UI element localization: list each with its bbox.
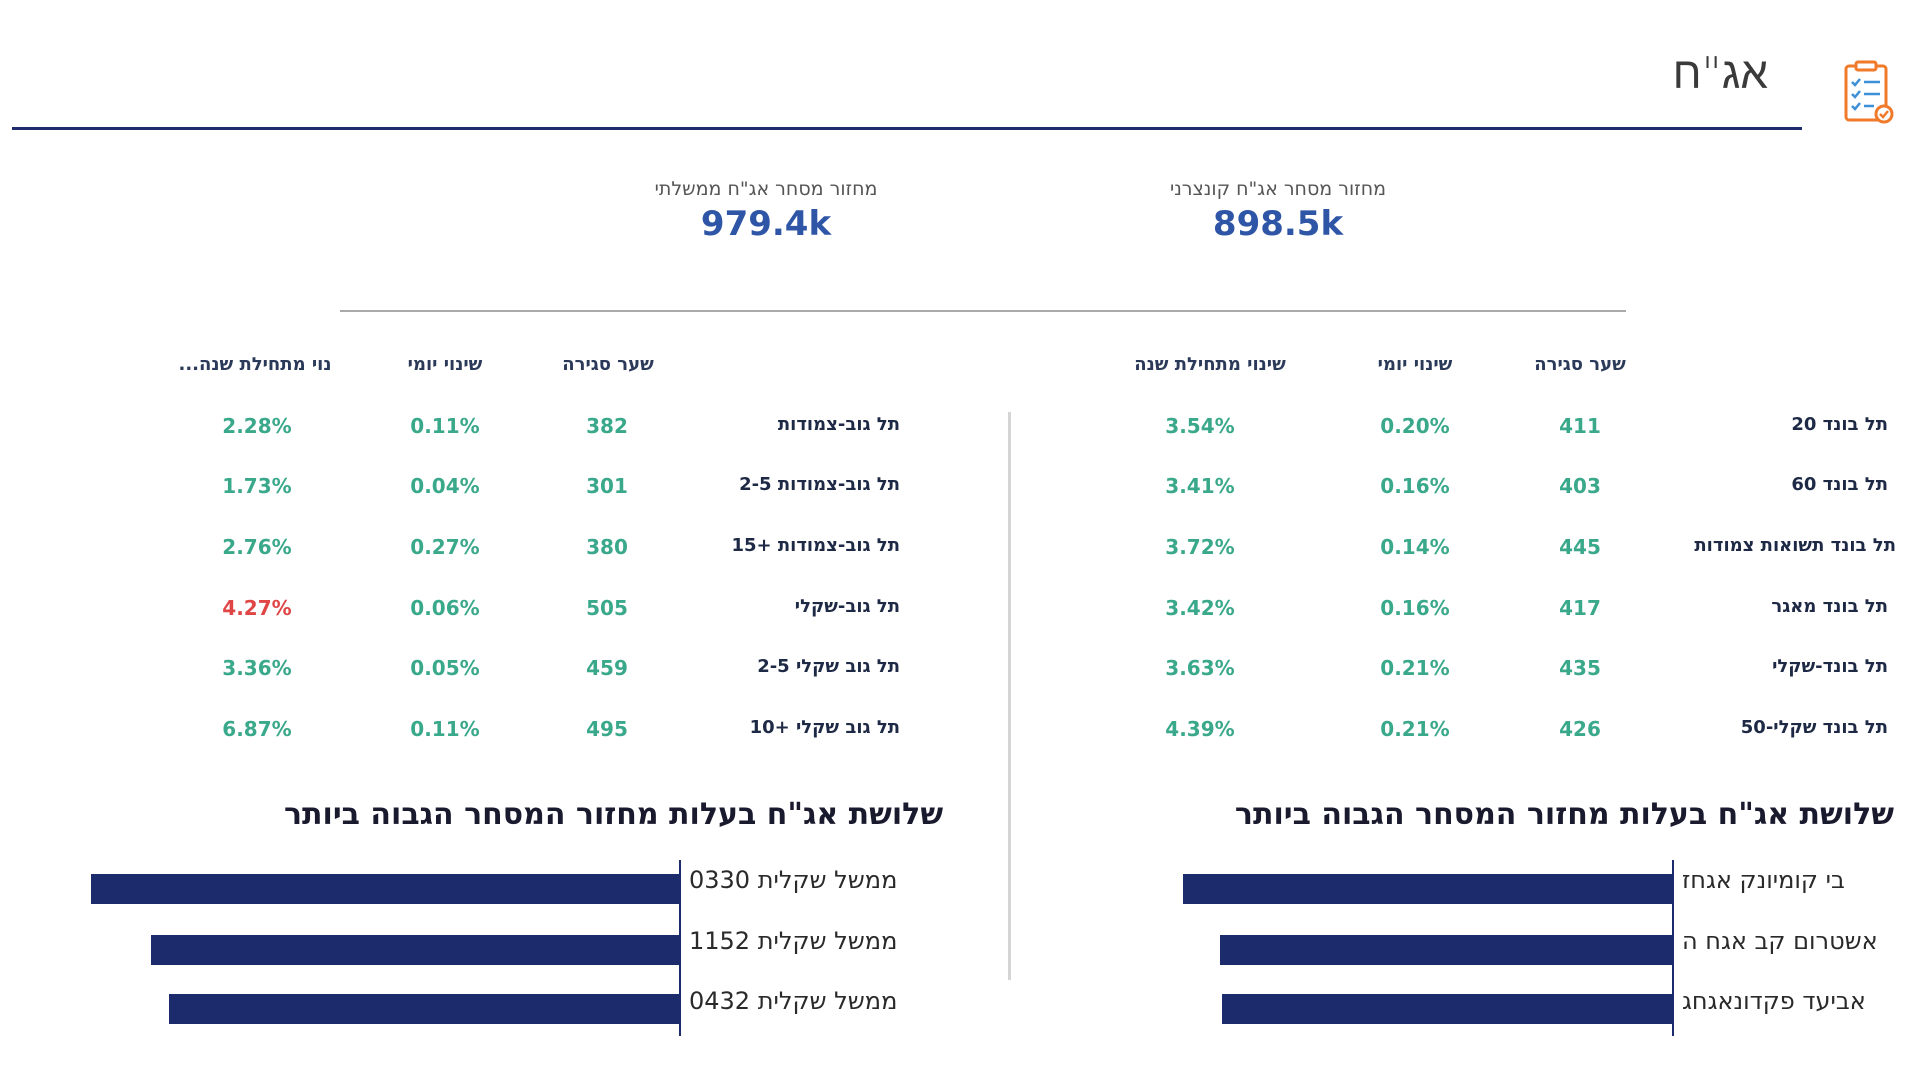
table-row-name: תל בונד מאגר [1771, 596, 1888, 617]
table-cell-daily: 0.11% [410, 717, 480, 741]
table-cell-close: 445 [1559, 535, 1601, 559]
col-header-close: שער סגירה [1534, 354, 1626, 375]
col-header-ytd: ...נוי מתחילת שנה [178, 354, 332, 375]
table-cell-close: 403 [1559, 474, 1601, 498]
table-cell-ytd: 4.39% [1165, 717, 1235, 741]
table-cell-close: 380 [586, 535, 628, 559]
chart-axis [679, 860, 681, 1036]
table-cell-close: 301 [586, 474, 628, 498]
bar-label: ממשל שקלית 1152 [689, 927, 898, 955]
chart-title: שלושת אג"ח בעלות מחזור המסחר הגבוה ביותר [1234, 797, 1894, 832]
col-header-daily: שינוי יומי [407, 354, 483, 375]
table-cell-close: 382 [586, 414, 628, 438]
table-cell-daily: 0.05% [410, 656, 480, 680]
table-cell-daily: 0.14% [1380, 535, 1450, 559]
chart-axis [1672, 860, 1674, 1036]
table-cell-ytd: 3.41% [1165, 474, 1235, 498]
table-cell-ytd: 3.54% [1165, 414, 1235, 438]
table-row-name: תל גוב שקלי 2-5 [757, 656, 900, 677]
table-row-name: תל גוב-צמודות 2-5 [739, 474, 900, 495]
table-cell-daily: 0.11% [410, 414, 480, 438]
table-row-name: תל בונד 60 [1791, 474, 1888, 495]
bar-label: אביעד פקדונאגחג [1682, 987, 1866, 1015]
table-row-name: תל גוב שקלי +10 [749, 717, 900, 738]
table-cell-daily: 0.04% [410, 474, 480, 498]
kpi-government: מחזור מסחר אג"ח ממשלתי 979.4k [566, 178, 966, 244]
kpi-label: מחזור מסחר אג"ח ממשלתי [654, 178, 878, 200]
chart-title: שלושת אג"ח בעלות מחזור המסחר הגבוה ביותר [284, 797, 944, 832]
table-row-name: תל בונד 20 [1791, 414, 1888, 435]
table-cell-ytd: 6.87% [222, 717, 292, 741]
table-cell-ytd: 3.42% [1165, 596, 1235, 620]
bar-label: ממשל שקלית 0330 [689, 866, 898, 894]
table-cell-daily: 0.20% [1380, 414, 1450, 438]
table-cell-close: 459 [586, 656, 628, 680]
chart-bar [1222, 994, 1672, 1024]
table-cell-daily: 0.27% [410, 535, 480, 559]
table-cell-close: 505 [586, 596, 628, 620]
section-divider [340, 310, 1626, 312]
table-row-name: תל בונד תשואות צמודות [1694, 535, 1896, 556]
kpi-value: 898.5k [1212, 204, 1344, 244]
table-cell-daily: 0.16% [1380, 474, 1450, 498]
page-title: אג"ח [1672, 48, 1768, 99]
column-divider [1008, 412, 1011, 980]
col-header-ytd: שינוי מתחילת שנה [1134, 354, 1286, 375]
chart-bar [1183, 874, 1672, 904]
bar-label: ממשל שקלית 0432 [689, 987, 898, 1015]
table-cell-daily: 0.21% [1380, 717, 1450, 741]
col-header-close: שער סגירה [562, 354, 654, 375]
kpi-label: מחזור מסחר אג"ח קונצרני [1169, 178, 1387, 200]
table-cell-ytd: 2.76% [222, 535, 292, 559]
checklist-icon [1842, 60, 1894, 126]
table-cell-close: 495 [586, 717, 628, 741]
header-divider [12, 127, 1802, 130]
table-cell-ytd: 3.72% [1165, 535, 1235, 559]
table-row-name: תל גוב-שקלי [794, 596, 900, 617]
kpi-corporate: מחזור מסחר אג"ח קונצרני 898.5k [1078, 178, 1478, 244]
table-cell-ytd: 3.63% [1165, 656, 1235, 680]
bar-label: בי קומיונק אגחז [1682, 866, 1845, 894]
bar-label: אשטרום קב אגח ה [1682, 927, 1878, 955]
table-cell-ytd: 4.27% [222, 596, 292, 620]
table-cell-daily: 0.16% [1380, 596, 1450, 620]
table-row-name: תל בונד-שקלי [1772, 656, 1888, 677]
table-cell-ytd: 3.36% [222, 656, 292, 680]
table-cell-close: 426 [1559, 717, 1601, 741]
table-row-name: תל גוב-צמודות [777, 414, 900, 435]
chart-bar [151, 935, 679, 965]
col-header-daily: שינוי יומי [1377, 354, 1453, 375]
table-cell-ytd: 1.73% [222, 474, 292, 498]
kpi-value: 979.4k [700, 204, 832, 244]
chart-bar [91, 874, 679, 904]
table-cell-daily: 0.06% [410, 596, 480, 620]
table-cell-close: 417 [1559, 596, 1601, 620]
chart-bar [169, 994, 679, 1024]
table-row-name: תל בונד שקלי-50 [1740, 717, 1888, 738]
table-cell-daily: 0.21% [1380, 656, 1450, 680]
chart-bar [1220, 935, 1672, 965]
table-cell-close: 435 [1559, 656, 1601, 680]
table-cell-ytd: 2.28% [222, 414, 292, 438]
table-row-name: תל גוב-צמודות +15 [731, 535, 900, 556]
table-cell-close: 411 [1559, 414, 1601, 438]
